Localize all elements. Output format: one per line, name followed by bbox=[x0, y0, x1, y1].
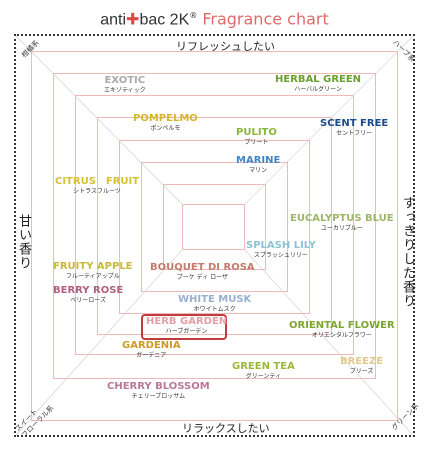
fragrance-name: GARDENIA bbox=[122, 340, 181, 351]
fragrance-white-musk[interactable]: WHITE MUSK ホワイトムスク bbox=[178, 294, 251, 314]
highlight-box bbox=[141, 314, 227, 340]
square-2 bbox=[53, 73, 376, 379]
fragrance-name-jp: ホワイトムスク bbox=[193, 306, 236, 313]
cross-icon: ✚ bbox=[126, 9, 140, 29]
brand-anti: anti bbox=[100, 11, 127, 29]
fragrance-name-jp: ベリーローズ bbox=[70, 297, 106, 304]
fragrance-name: ORIENTAL FLOWER bbox=[289, 320, 395, 331]
square-3 bbox=[75, 95, 354, 355]
fragrance-name: EXOTIC bbox=[104, 75, 146, 86]
square-4 bbox=[97, 117, 332, 335]
fragrance-name: GREEN TEA bbox=[232, 361, 295, 372]
fragrance-name: POMPELMO bbox=[133, 113, 198, 124]
chart-name: Fragrance chart bbox=[202, 9, 329, 29]
fragrance-name: EUCALYPTUS BLUE bbox=[290, 213, 394, 224]
fragrance-name-jp: スプラッシュリリー bbox=[253, 252, 308, 259]
fragrance-splash-lily[interactable]: SPLASH LILY スプラッシュリリー bbox=[246, 240, 316, 260]
square-5 bbox=[119, 140, 310, 314]
fragrance-eucalyptus-blue[interactable]: EUCALYPTUS BLUE ユーカリブルー bbox=[290, 213, 394, 233]
fragrance-name: WHITE MUSK bbox=[178, 294, 252, 305]
fragrance-breeze[interactable]: BREEZE ブリーズ bbox=[340, 356, 383, 376]
square-7 bbox=[163, 184, 266, 270]
fragrance-gardenia[interactable]: GARDENIA ガーデニア bbox=[122, 340, 181, 360]
fragrance-name: HERB GARDEN bbox=[146, 316, 228, 327]
fragrance-name: BERRY ROSE bbox=[53, 285, 124, 296]
brand-bac: bac 2K bbox=[139, 11, 190, 29]
fragrance-oriental-flower[interactable]: ORIENTAL FLOWER オリエンタルフラワー bbox=[289, 320, 395, 340]
fragrance-herbal-green[interactable]: HERBAL GREEN ハーバルグリーン bbox=[275, 74, 361, 94]
square-8 bbox=[182, 204, 245, 250]
fragrance-name: CHERRY BLOSSOM bbox=[107, 381, 210, 392]
fragrance-name: FRUITY APPLE bbox=[53, 261, 133, 272]
fragrance-marine[interactable]: MARINE マリン bbox=[236, 155, 280, 175]
fragrance-name: HERBAL GREEN bbox=[275, 74, 362, 85]
fragrance-exotic[interactable]: EXOTIC エキゾティック bbox=[104, 75, 146, 95]
fragrance-name-jp: ポンペルモ bbox=[150, 125, 181, 132]
fragrance-name-jp: ブリーズ bbox=[349, 368, 374, 375]
square-6 bbox=[141, 162, 288, 292]
axis-left-label: 甘い香り bbox=[16, 214, 31, 270]
fragrance-name-jp: セントフリー bbox=[336, 130, 373, 137]
fragrance-bouquet-di-rosa[interactable]: BOUQUET DI ROSA ブーケ ディ ローザ bbox=[150, 262, 255, 282]
fragrance-name: CITRUS FRUIT bbox=[55, 176, 140, 187]
fragrance-citrus-fruit[interactable]: CITRUS FRUIT シトラスフルーツ bbox=[55, 176, 139, 196]
fragrance-name: SPLASH LILY bbox=[246, 240, 316, 251]
fragrance-name-jp: マリン bbox=[249, 167, 268, 174]
fragrance-pompelmo[interactable]: POMPELMO ポンペルモ bbox=[133, 113, 198, 133]
fragrance-name-jp: ガーデニア bbox=[136, 352, 167, 359]
fragrance-name: BOUQUET DI ROSA bbox=[150, 262, 255, 273]
fragrance-name: MARINE bbox=[236, 155, 281, 166]
fragrance-name-jp: ブーケ ディ ローザ bbox=[176, 274, 228, 281]
axis-bottom-label: リラックスしたい bbox=[182, 422, 270, 435]
fragrance-name-jp: エキゾティック bbox=[104, 87, 146, 94]
fragrance-name-jp: チェリーブロッサム bbox=[131, 393, 186, 400]
fragrance-name-jp: オリエンタルフラワー bbox=[311, 332, 372, 339]
fragrance-name-jp: グリーンティ bbox=[245, 373, 282, 380]
fragrance-fruity-apple[interactable]: FRUITY APPLE フルーティアップル bbox=[53, 261, 133, 281]
fragrance-scent-free[interactable]: SCENT FREE セントフリー bbox=[320, 118, 388, 138]
chart-frame bbox=[14, 34, 415, 437]
fragrance-name: SCENT FREE bbox=[320, 118, 389, 129]
axis-top-label: リフレッシュしたい bbox=[176, 40, 275, 53]
fragrance-cherry-blossom[interactable]: CHERRY BLOSSOM チェリーブロッサム bbox=[107, 381, 210, 401]
chart-title: anti✚bac 2K® Fragrance chart bbox=[0, 6, 429, 30]
registered-mark: ® bbox=[189, 11, 198, 20]
fragrance-name-jp: ハーブガーデン bbox=[165, 328, 208, 335]
axis-right-label: すっきりした香り bbox=[400, 196, 415, 308]
fragrance-name-jp: ユーカリブルー bbox=[320, 225, 363, 232]
fragrance-name-jp: シトラスフルーツ bbox=[73, 188, 121, 195]
fragrance-pulito[interactable]: PULITO プリート bbox=[236, 127, 277, 147]
fragrance-name-jp: ハーバルグリーン bbox=[294, 86, 342, 93]
square-1 bbox=[31, 51, 398, 421]
fragrance-name: BREEZE bbox=[340, 356, 384, 367]
fragrance-herb-garden[interactable]: HERB GARDEN ハーブガーデン bbox=[146, 316, 227, 336]
fragrance-name: PULITO bbox=[236, 127, 277, 138]
fragrance-name-jp: フルーティアップル bbox=[65, 273, 120, 280]
fragrance-name-jp: プリート bbox=[244, 139, 269, 146]
fragrance-green-tea[interactable]: GREEN TEA グリーンティ bbox=[232, 361, 295, 381]
fragrance-berry-rose[interactable]: BERRY ROSE ベリーローズ bbox=[53, 285, 123, 305]
